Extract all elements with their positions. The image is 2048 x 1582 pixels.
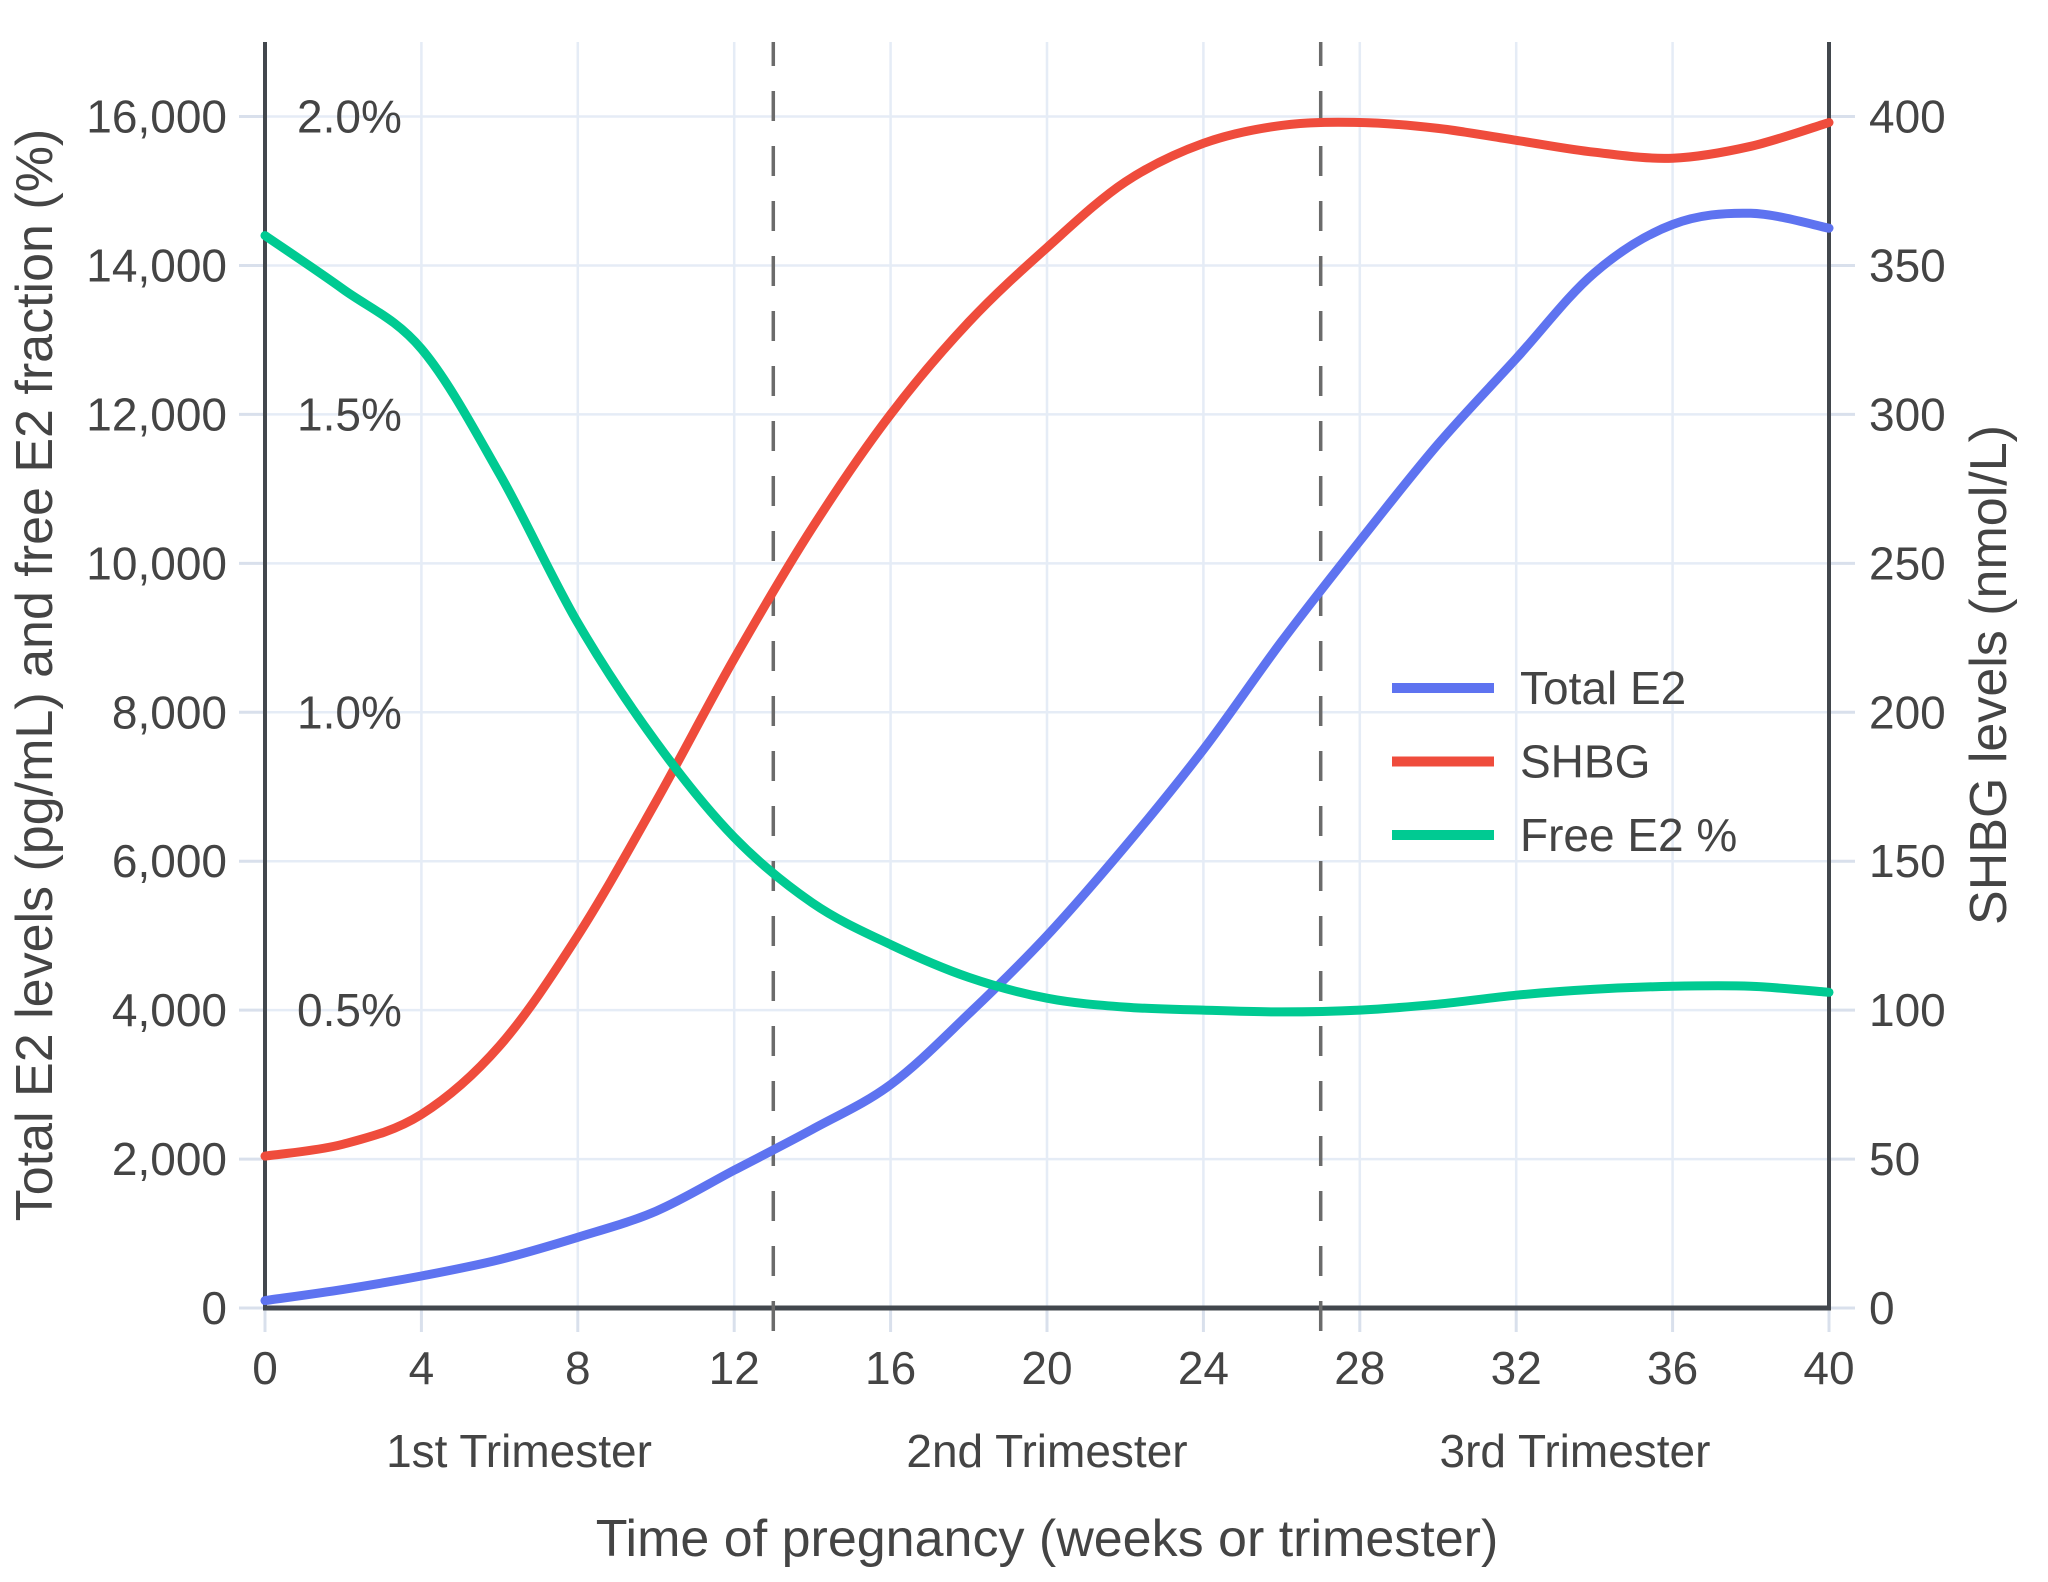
left-tick-label-8000: 8,000 [112, 686, 227, 738]
right-tick-label-350: 350 [1869, 239, 1946, 291]
series-curve-free-e2- [260, 231, 1834, 1017]
legend-label-3: Free E2 % [1520, 809, 1737, 861]
tick-labels: 0 2,000 4,000 6,000 8,000 10,000 12,000 14,000 1… [86, 91, 1945, 1395]
pct-label-2.0: 2.0% [297, 91, 402, 143]
x-tick-label-36: 36 [1647, 1342, 1698, 1394]
right-tick-label-100: 100 [1869, 984, 1946, 1036]
trimester-label-3rd: 3rd Trimester [1440, 1425, 1711, 1477]
x-tick-label-28: 28 [1334, 1342, 1385, 1394]
pct-label-0.5: 0.5% [297, 984, 402, 1036]
left-tick-label-4000: 4,000 [112, 984, 227, 1036]
legend-label-1: Total E2 [1520, 662, 1686, 714]
left-tick-label-12000: 12,000 [86, 388, 227, 440]
right-tick-label-400: 400 [1869, 91, 1946, 143]
right-tick-label-200: 200 [1869, 686, 1946, 738]
gridlines [265, 42, 1829, 1308]
right-tick-label-300: 300 [1869, 388, 1946, 440]
series-curve-shbg [260, 117, 1834, 1161]
left-tick-label-2000: 2,000 [112, 1133, 227, 1185]
legend-label-2: SHBG [1520, 736, 1650, 788]
right-tick-label-0: 0 [1869, 1282, 1895, 1334]
legend-item-shbg[interactable]: SHBG [1392, 736, 1650, 788]
x-tick-label-24: 24 [1178, 1342, 1229, 1394]
series-curve-total-e2 [260, 208, 1834, 1306]
trimester-label-2nd: 2nd Trimester [906, 1425, 1187, 1477]
x-tick-label-8: 8 [565, 1342, 591, 1394]
left-tick-label-6000: 6,000 [112, 835, 227, 887]
right-axis-title: SHBG levels (nmol/L) [1960, 425, 2018, 925]
left-axis-title: Total E2 levels (pg/mL) and free E2 frac… [6, 129, 64, 1221]
pct-label-1.0: 1.0% [297, 686, 402, 738]
x-tick-label-32: 32 [1491, 1342, 1542, 1394]
x-axis-title: Time of pregnancy (weeks or trimester) [596, 1510, 1499, 1568]
legend-item-free-e2-[interactable]: Free E2 % [1392, 809, 1737, 861]
left-tick-label-10000: 10,000 [86, 537, 227, 589]
left-tick-label-0: 0 [201, 1282, 227, 1334]
right-tick-label-50: 50 [1869, 1133, 1920, 1185]
left-tick-label-16000: 16,000 [86, 91, 227, 143]
x-tick-label-40: 40 [1803, 1342, 1854, 1394]
legend-item-total-e2[interactable]: Total E2 [1392, 662, 1686, 714]
pct-label-1.5: 1.5% [297, 388, 402, 440]
series-curves [260, 117, 1834, 1306]
percent-labels: 2.0% 1.5% 1.0% 0.5% [297, 91, 402, 1037]
x-tick-label-20: 20 [1021, 1342, 1072, 1394]
x-tick-label-16: 16 [865, 1342, 916, 1394]
x-tick-label-12: 12 [709, 1342, 760, 1394]
x-tick-label-4: 4 [409, 1342, 435, 1394]
right-tick-label-250: 250 [1869, 537, 1946, 589]
x-tick-label-0: 0 [252, 1342, 278, 1394]
left-tick-label-14000: 14,000 [86, 239, 227, 291]
trimester-boundary-lines [771, 42, 1323, 1331]
trimester-label-1st: 1st Trimester [386, 1425, 652, 1477]
right-tick-label-150: 150 [1869, 835, 1946, 887]
legend: Total E2 SHBG Free E2 % [1392, 662, 1737, 861]
axis-ticks [239, 115, 1855, 1332]
axis-lines [263, 42, 1831, 1311]
